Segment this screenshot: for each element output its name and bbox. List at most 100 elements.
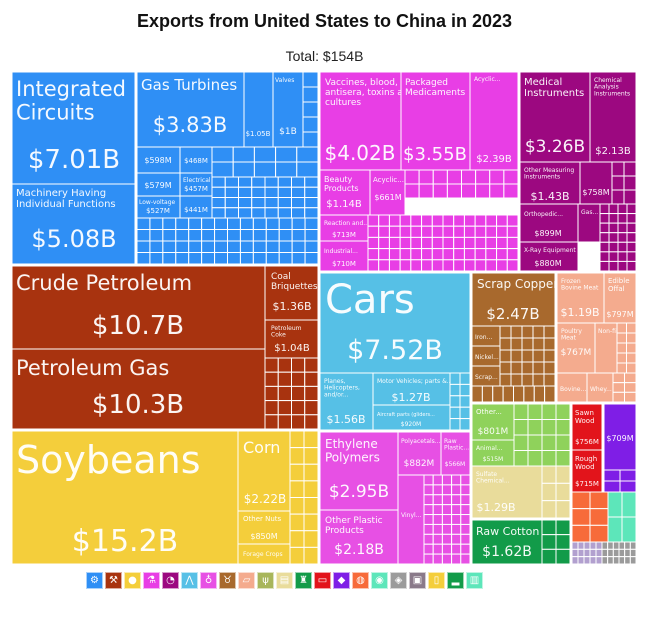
plastics-small-cell[interactable] (451, 553, 462, 565)
chemical-small-cell[interactable] (475, 183, 491, 199)
metals-small-cell[interactable] (544, 385, 556, 403)
chemical-small-cell[interactable] (453, 236, 465, 250)
machinery-small-cell[interactable] (251, 176, 266, 188)
machinery-small-cell[interactable] (214, 217, 228, 230)
chemical-small-cell[interactable] (503, 183, 519, 199)
plastics-small-cell[interactable] (441, 514, 453, 525)
machinery-small-cell[interactable] (251, 197, 266, 209)
frame-icon[interactable]: ▣ (409, 572, 426, 589)
machinery-small-cell[interactable] (302, 86, 319, 103)
metals-small-cell[interactable] (521, 361, 534, 375)
instruments-small-cell[interactable] (599, 260, 610, 272)
transportation-cars-tile[interactable] (319, 272, 471, 374)
machinery-small-cell[interactable] (224, 197, 239, 209)
metals-small-cell[interactable] (533, 385, 546, 403)
stone-glass-cell[interactable] (571, 524, 591, 543)
chemical-small-cell[interactable] (463, 259, 476, 272)
machinery-small-cell[interactable] (224, 176, 239, 188)
chemical-small-cell[interactable] (367, 214, 380, 227)
mineral-products-coal-briquettes-tile[interactable] (264, 265, 319, 321)
machinery-small-cell[interactable] (201, 217, 216, 230)
foodstuffs-small-cell[interactable] (527, 450, 543, 467)
chemical-small-cell[interactable] (388, 259, 401, 272)
metals-small-cell[interactable] (510, 361, 523, 375)
weapons-cell[interactable] (629, 541, 637, 550)
chemical-small-cell[interactable] (463, 214, 476, 227)
mineral-small-cell[interactable] (264, 414, 279, 430)
plastics-small-cell[interactable] (432, 514, 443, 525)
chemical-small-cell[interactable] (410, 236, 423, 250)
metals-small-cell[interactable] (532, 325, 545, 339)
plastics-small-cell[interactable] (432, 474, 443, 486)
machinery-small-cell[interactable] (149, 217, 164, 230)
machinery-598m-tile[interactable] (136, 146, 181, 174)
metals-small-cell[interactable] (499, 325, 512, 339)
metals-small-cell[interactable] (521, 373, 534, 387)
plastics-small-cell[interactable] (441, 543, 453, 555)
chemical-small-cell[interactable] (485, 259, 498, 272)
chemical-small-cell[interactable] (453, 225, 465, 238)
plastics-small-cell[interactable] (423, 533, 434, 545)
foodstuffs-small-cell[interactable] (555, 403, 571, 420)
animal-small-cell[interactable] (626, 352, 637, 364)
machinery-small-cell[interactable] (201, 229, 216, 242)
instruments-small-cell[interactable] (617, 232, 628, 243)
transportation-planes-helicopters-and-or-tile[interactable] (319, 372, 374, 431)
metals-small-cell[interactable] (532, 361, 545, 375)
plastics-small-cell[interactable] (423, 553, 434, 565)
weapons-cell[interactable] (607, 548, 614, 558)
textiles-small-cell[interactable] (541, 534, 557, 550)
paper-goods-sulfate-chemical-tile[interactable] (471, 465, 543, 519)
metals-small-cell[interactable] (513, 385, 525, 403)
animal-products-bovine-tile[interactable] (556, 372, 588, 403)
instruments-small-cell[interactable] (617, 251, 628, 262)
chemical-small-cell[interactable] (421, 236, 433, 250)
foodstuffs-small-cell[interactable] (513, 419, 529, 436)
machinery-small-cell[interactable] (291, 240, 306, 253)
instruments-small-cell[interactable] (599, 222, 610, 234)
chemical-small-cell[interactable] (506, 259, 519, 272)
instruments-small-cell[interactable] (617, 203, 628, 215)
chemical-small-cell[interactable] (446, 183, 462, 199)
plastics-small-cell[interactable] (432, 533, 443, 545)
mineral-small-cell[interactable] (291, 414, 306, 430)
chemical-small-cell[interactable] (418, 169, 434, 185)
metals-small-cell[interactable] (543, 325, 556, 339)
metals-small-cell[interactable] (499, 337, 512, 351)
machinery-small-cell[interactable] (227, 252, 241, 265)
chemical-products-vaccines-blood-antisera-toxins-and-cultures-tile[interactable] (319, 71, 402, 171)
chemical-small-cell[interactable] (404, 183, 420, 199)
weapons-cell[interactable] (601, 548, 609, 558)
plastics-small-cell[interactable] (451, 504, 462, 516)
chemical-small-cell[interactable] (503, 169, 519, 185)
instruments-x-ray-equipment-tile[interactable] (519, 241, 579, 272)
mineral-small-cell[interactable] (264, 400, 279, 416)
mineral-small-cell[interactable] (291, 400, 306, 416)
chemical-small-cell[interactable] (442, 236, 455, 250)
box-icon[interactable]: ◉ (371, 572, 388, 589)
animal-small-cell[interactable] (624, 372, 637, 384)
plastics-small-cell[interactable] (432, 484, 443, 496)
machinery-small-cell[interactable] (264, 207, 279, 219)
machinery-small-cell[interactable] (251, 207, 266, 219)
chemical-small-cell[interactable] (399, 214, 412, 227)
chemical-small-cell[interactable] (496, 225, 508, 238)
instruments-small-cell[interactable] (626, 260, 637, 272)
stone-glass-cell[interactable] (589, 508, 609, 526)
chemical-small-cell[interactable] (496, 236, 508, 250)
instruments-small-cell[interactable] (611, 161, 625, 177)
precious-small-cell[interactable] (619, 480, 637, 493)
chemical-small-cell[interactable] (489, 183, 505, 199)
machinery-small-cell[interactable] (175, 252, 190, 265)
gauge-icon[interactable]: ◔ (162, 572, 179, 589)
plastics-small-cell[interactable] (460, 523, 471, 535)
instruments-758m-tile[interactable] (579, 161, 613, 205)
instruments-small-cell[interactable] (623, 189, 637, 205)
vegetable-small-cell[interactable] (289, 447, 305, 465)
chemical-small-cell[interactable] (463, 225, 476, 238)
chemical-small-cell[interactable] (506, 236, 519, 250)
machinery-small-cell[interactable] (136, 252, 151, 265)
arts-cell[interactable] (571, 541, 579, 550)
instruments-small-cell[interactable] (626, 222, 637, 234)
chemical-small-cell[interactable] (367, 248, 380, 261)
